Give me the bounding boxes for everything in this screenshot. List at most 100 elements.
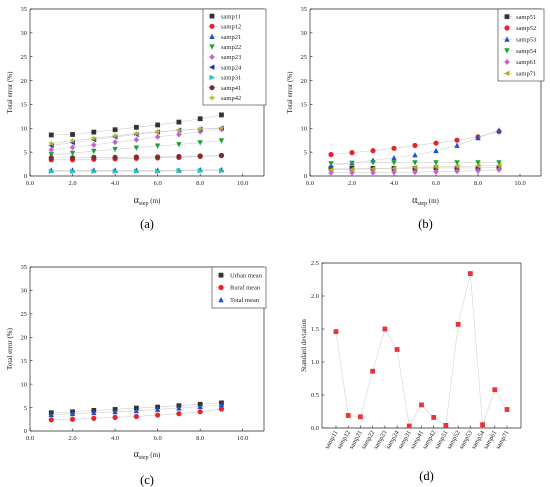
legend-marker [504,25,510,31]
data-point [219,168,225,174]
data-point [176,153,182,160]
legend-marker [209,74,215,81]
y-tick-label: 5 [24,405,27,412]
x-axis-label: αstep (m) [134,195,161,207]
y-tick-label: 15 [21,102,28,109]
data-point [328,167,334,173]
data-point [91,409,97,416]
y-tick-label: 2.5 [311,260,319,267]
data-point [218,152,225,159]
y-tick-label: 35 [301,6,308,13]
chart-panel-2: 0 5 10 15 20 25 30 35 Total error (%) (b) 0.0 2.0 4.… [286,6,545,231]
y-tick-label: 0.0 [311,425,319,432]
data-point [48,411,54,417]
data-point [176,168,182,174]
data-point [475,160,481,166]
y-tick-label: 30 [301,30,308,37]
x-tick-label: 0.0 [26,180,34,187]
legend-marker [209,23,215,29]
legend-box [497,8,545,82]
data-point [358,414,363,420]
legend-label: samp24 [221,64,242,71]
data-point [391,160,397,166]
y-tick-label: 1.0 [311,359,319,366]
y-tick-label: 0.5 [311,392,319,399]
y-tick-label: 30 [21,288,28,295]
data-point [391,154,397,161]
data-point [48,417,54,423]
legend-marker [218,272,224,278]
y-axis-label: Total error (%) [286,71,294,114]
data-point [454,168,460,175]
series-samp11 [48,112,224,138]
y-tick-label: 10 [21,381,28,388]
legend-label: samp22 [221,44,241,51]
data-point [91,148,97,155]
y-axis-label: Standard deviation [300,319,308,372]
legend-label: samp61 [516,59,536,66]
data-point [133,168,140,174]
series-samp41 [48,152,225,161]
data-point [175,126,183,133]
data-point [333,329,339,335]
data-point [197,409,203,415]
data-point [197,125,204,132]
data-point [455,321,461,327]
x-tick-label: 2.0 [348,180,356,187]
x-tick-label: 2.0 [68,180,76,187]
legend-label: Urban mean [230,272,263,279]
data-point [69,155,76,161]
data-point [419,402,424,408]
data-point [219,112,224,118]
y-tick-label: 25 [21,54,28,61]
data-point [433,140,439,146]
y-tick-label: 5 [304,149,307,156]
legend-marker [218,296,224,303]
data-point [349,166,355,173]
panel-label: (b) [418,217,433,231]
y-tick-label: 0 [304,173,307,180]
data-point [218,406,225,412]
x-tick-label: 0.0 [26,435,34,442]
data-point [48,146,54,153]
x-tick-label: 4.0 [111,180,119,187]
data-point [133,124,139,130]
panel-label: (d) [419,469,434,483]
legend-marker [209,64,215,70]
data-point [155,122,161,128]
y-tick-label: 35 [21,264,28,271]
data-point [112,146,118,153]
data-point [91,141,97,148]
data-point [197,403,203,410]
legend-label: samp54 [516,48,537,55]
data-point [480,422,485,428]
data-point [370,169,376,176]
legend-marker [218,284,224,291]
data-point [492,387,498,393]
data-point [197,140,203,146]
series-Total mean [48,401,225,417]
data-point [328,161,334,167]
data-point [394,347,400,352]
data-point [48,132,54,138]
data-point [155,412,161,418]
data-point [197,168,204,174]
data-point [504,407,510,412]
legend-marker [209,85,215,91]
data-point [454,142,460,148]
y-tick-label: 15 [301,102,308,109]
data-point [496,127,502,133]
data-point [155,168,161,174]
data-point [155,154,161,160]
data-point [349,160,355,167]
series-samp71 [328,162,502,173]
data-point [433,168,439,175]
data-point [475,163,481,169]
series-samp54 [328,160,502,167]
data-point [218,401,225,408]
legend-label: samp71 [516,71,536,78]
y-tick-label: 25 [301,54,308,61]
data-point [69,137,76,144]
x-tick-label: 6.0 [154,180,162,187]
